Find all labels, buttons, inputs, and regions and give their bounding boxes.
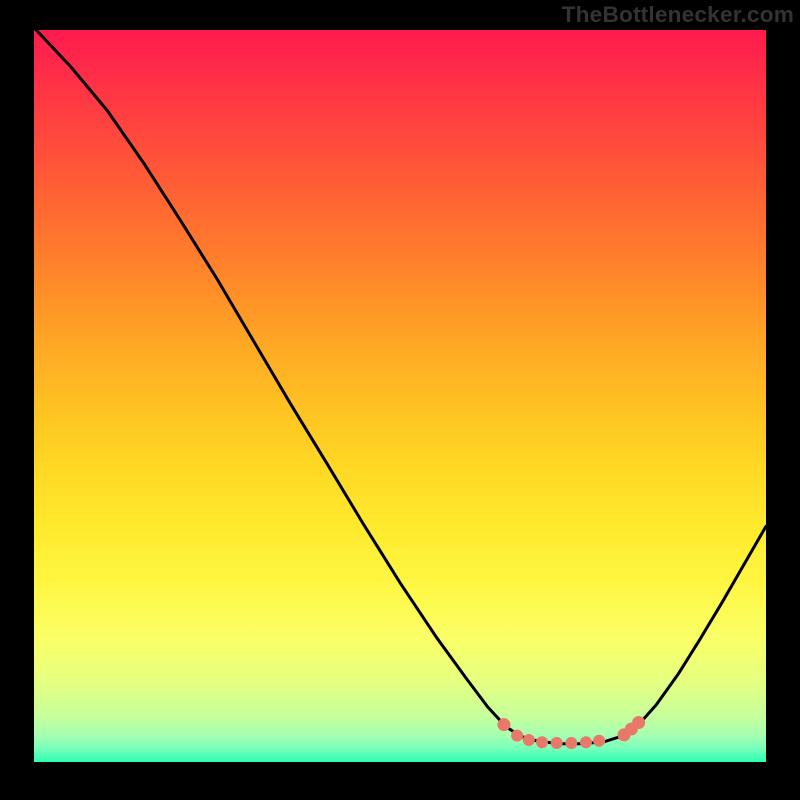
marker-point: [498, 719, 510, 731]
marker-point: [537, 737, 548, 748]
watermark-text: TheBottlenecker.com: [562, 2, 794, 28]
gradient-background: [34, 30, 766, 762]
plot-container: [34, 30, 766, 762]
marker-point: [523, 735, 534, 746]
plot-area: [34, 30, 766, 762]
marker-point: [594, 735, 605, 746]
marker-point: [580, 737, 591, 748]
marker-point: [566, 737, 577, 748]
marker-point: [512, 730, 523, 741]
bottleneck-chart: [34, 30, 766, 762]
marker-point: [633, 716, 645, 728]
marker-point: [551, 737, 562, 748]
